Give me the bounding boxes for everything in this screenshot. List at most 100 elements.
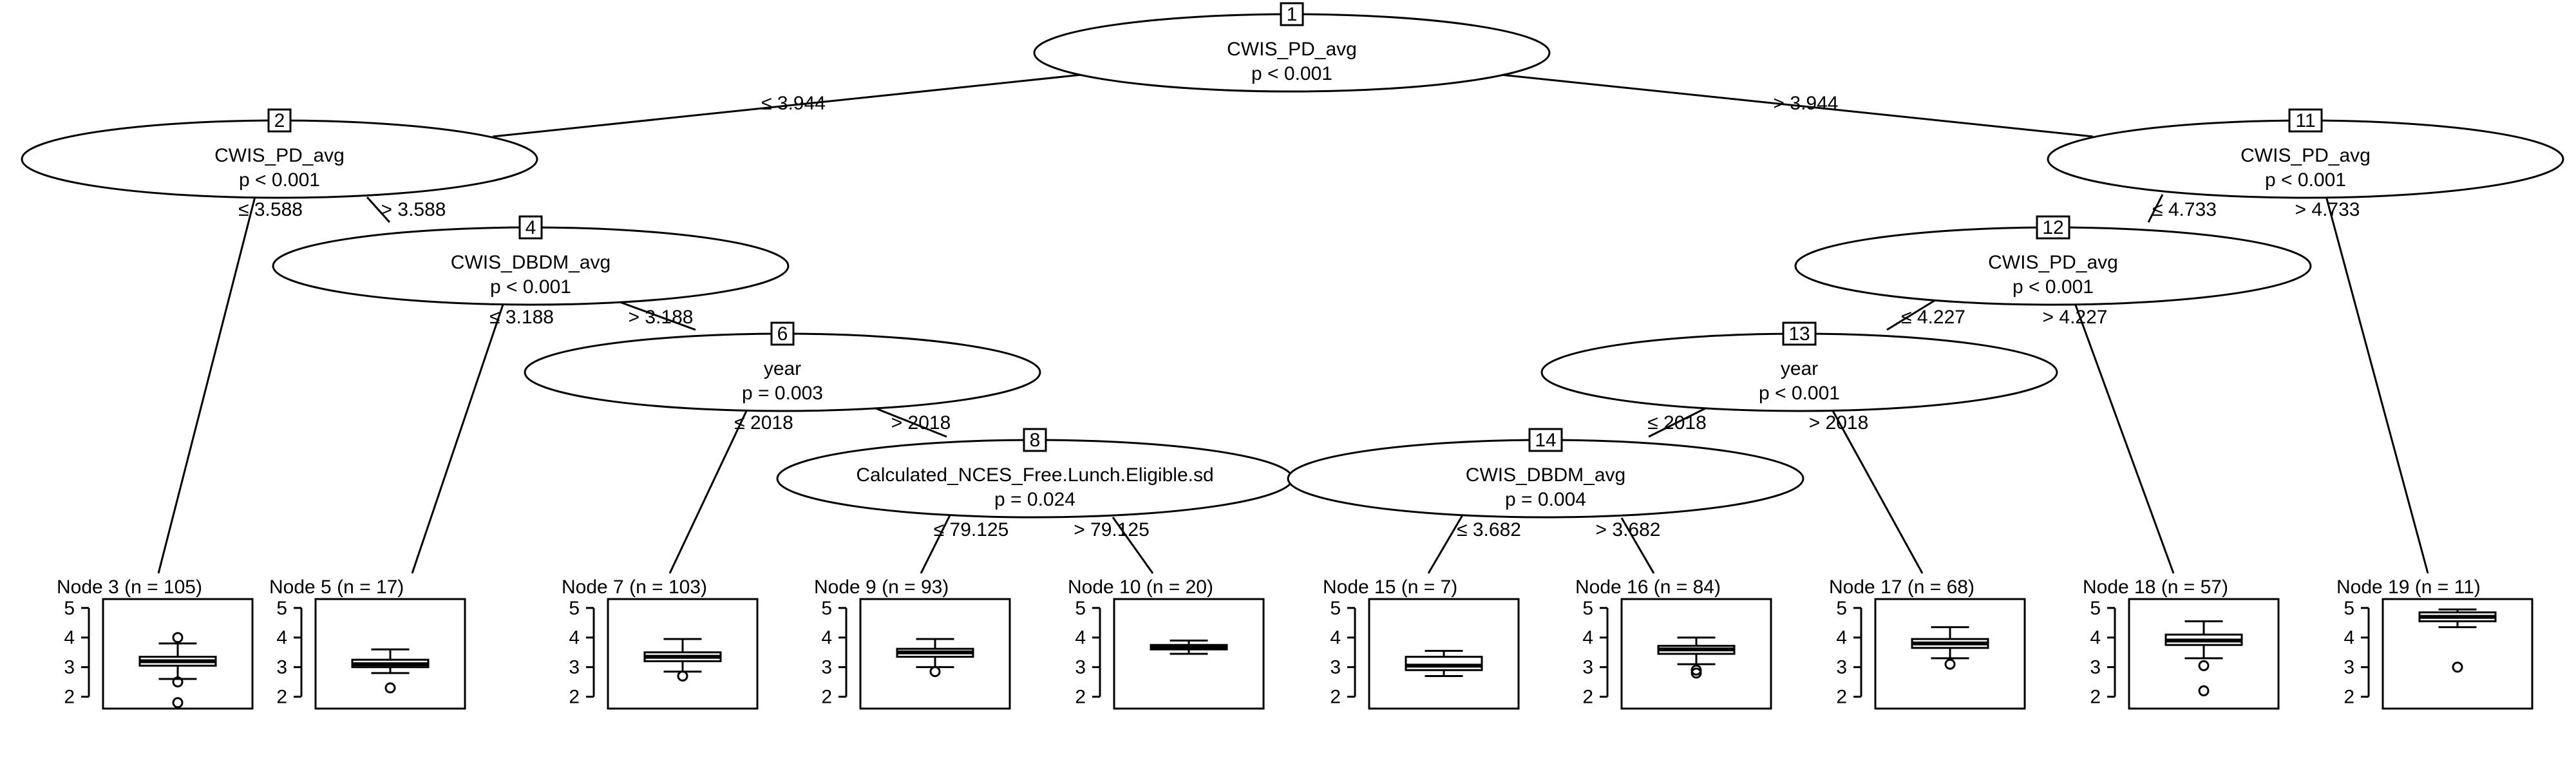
leaf-y-tick-label: 2 (276, 687, 287, 708)
leaf-y-tick-label: 4 (276, 627, 287, 649)
edge-14-16 (1620, 517, 1655, 574)
leaf-y-tick-label: 3 (276, 657, 287, 678)
edges (157, 73, 2429, 574)
node-id-box (1528, 428, 1563, 452)
node-variable: CWIS_PD_avg (1988, 252, 2118, 273)
leaf-y-tick-label: 5 (821, 598, 832, 619)
leaf-title: Node 18 (n = 57) (2083, 577, 2228, 598)
edge-6-8 (875, 407, 947, 438)
node-id-box (2036, 215, 2070, 240)
node-id-box (2288, 108, 2323, 133)
leaf-title: Node 7 (n = 103) (562, 577, 707, 598)
leaf-y-tick-label: 4 (1330, 627, 1341, 649)
edge-label-8-10: > 79.125 (1074, 519, 1150, 540)
leaf-node-7: Node 7 (n = 103)5 4 3 2 (562, 577, 759, 710)
node-variable: year (764, 358, 801, 379)
edge-label-6-7: ≤ 2018 (734, 412, 793, 434)
edge-label-12-18: > 4.227 (2043, 307, 2108, 328)
node-variable: CWIS_DBDM_avg (1466, 464, 1625, 486)
box-outlier (1944, 658, 1956, 670)
node-id: 4 (526, 217, 536, 238)
leaf-y-tick-label: 5 (1582, 598, 1593, 619)
box-outlier (172, 632, 184, 644)
leaf-y-tick-label: 5 (2090, 598, 2101, 619)
box-outlier (929, 666, 941, 678)
leaf-y-tick-label: 2 (2344, 687, 2354, 708)
leaf-title: Node 3 (n = 105) (57, 577, 202, 598)
box-outlier (1690, 667, 1702, 679)
leaf-y-tick-label: 4 (64, 627, 75, 649)
node-id-box (1023, 428, 1047, 452)
leaf-node-3: Node 3 (n = 105)5 4 3 2 (57, 577, 254, 710)
edge-label-11-19: > 4.733 (2295, 199, 2360, 220)
leaf-title: Node 15 (n = 7) (1323, 577, 1457, 598)
leaf-y-tick-label: 3 (1836, 657, 1847, 678)
node-p-value: p = 0.004 (1505, 489, 1586, 510)
box-outlier (2198, 685, 2210, 696)
box-outlier (172, 697, 184, 709)
leaf-y-tick-label: 4 (2090, 627, 2101, 649)
edge-label-14-15: ≤ 3.682 (1457, 519, 1521, 540)
edge-label-8-9: ≤ 79.125 (934, 519, 1009, 540)
inner-node-6: 6 year p = 0.003 (524, 321, 1041, 412)
node-id: 12 (2042, 217, 2063, 238)
leaf-y-tick-label: 4 (1582, 627, 1593, 649)
leaf-node-18: Node 18 (n = 57)5 4 3 2 (2083, 577, 2280, 710)
edge-label-6-8: > 2018 (891, 412, 951, 434)
node-p-value: p < 0.001 (1759, 383, 1840, 404)
leaf-y-tick-label: 3 (2090, 657, 2101, 678)
leaf-node-17: Node 17 (n = 68)5 4 3 2 (1829, 577, 2026, 710)
leaf-y-tick-label: 5 (2344, 598, 2354, 619)
edge-8-9 (920, 513, 952, 574)
edge-11-12 (2147, 194, 2164, 223)
leaf-title: Node 16 (n = 84) (1575, 577, 1721, 598)
leaf-title: Node 5 (n = 17) (269, 577, 404, 598)
edge-11-19 (2325, 196, 2429, 574)
leaf-y-tick-label: 2 (821, 687, 832, 708)
leaf-node-5: Node 5 (n = 17)5 4 3 2 (269, 577, 466, 710)
edge-label-1-11: > 3.944 (1774, 93, 1839, 114)
box-outlier (172, 676, 184, 688)
node-variable: year (1781, 358, 1818, 379)
leaf-y-tick-label: 5 (1836, 598, 1847, 619)
leaf-y-tick-label: 5 (1330, 598, 1341, 619)
box-outlier (677, 670, 688, 682)
leaf-title: Node 9 (n = 93) (814, 577, 949, 598)
edge-label-14-16: > 3.682 (1596, 519, 1661, 540)
edge-label-4-5: ≤ 3.188 (489, 307, 554, 328)
edge-12-18 (2074, 303, 2175, 574)
node-id: 13 (1788, 323, 1810, 345)
edge-label-13-17: > 2018 (1809, 412, 1869, 434)
leaf-y-tick-label: 3 (569, 657, 580, 678)
edge-13-14 (1648, 407, 1706, 438)
edge-label-2-3: ≤ 3.588 (238, 199, 303, 220)
node-id: 2 (274, 110, 285, 131)
leaf-y-tick-label: 4 (821, 627, 832, 649)
edge-1-11 (1500, 73, 2094, 138)
edge-label-2-4: > 3.588 (381, 199, 446, 220)
leaf-y-tick-label: 5 (569, 598, 580, 619)
leaf-y-tick-label: 2 (1330, 687, 1341, 708)
edge-label-12-13: ≤ 4.227 (1901, 307, 1965, 328)
leaf-node-16: Node 16 (n = 84)5 4 3 2 (1575, 577, 1772, 710)
leaf-y-tick-label: 3 (1075, 657, 1086, 678)
leaf-y-tick-label: 4 (2344, 627, 2354, 649)
edge-4-5 (411, 302, 505, 574)
edge-8-10 (1112, 517, 1154, 574)
leaf-y-tick-label: 5 (64, 598, 75, 619)
leaf-y-tick-label: 4 (1836, 627, 1847, 649)
node-p-value: p < 0.001 (239, 169, 320, 191)
leaf-y-tick-label: 5 (276, 598, 287, 619)
leaf-y-tick-label: 3 (64, 657, 75, 678)
node-p-value: p = 0.003 (742, 383, 823, 404)
leaf-node-15: Node 15 (n = 7)5 4 3 2 (1323, 577, 1520, 710)
edge-4-6 (618, 300, 696, 331)
leaf-y-tick-label: 3 (1582, 657, 1593, 678)
